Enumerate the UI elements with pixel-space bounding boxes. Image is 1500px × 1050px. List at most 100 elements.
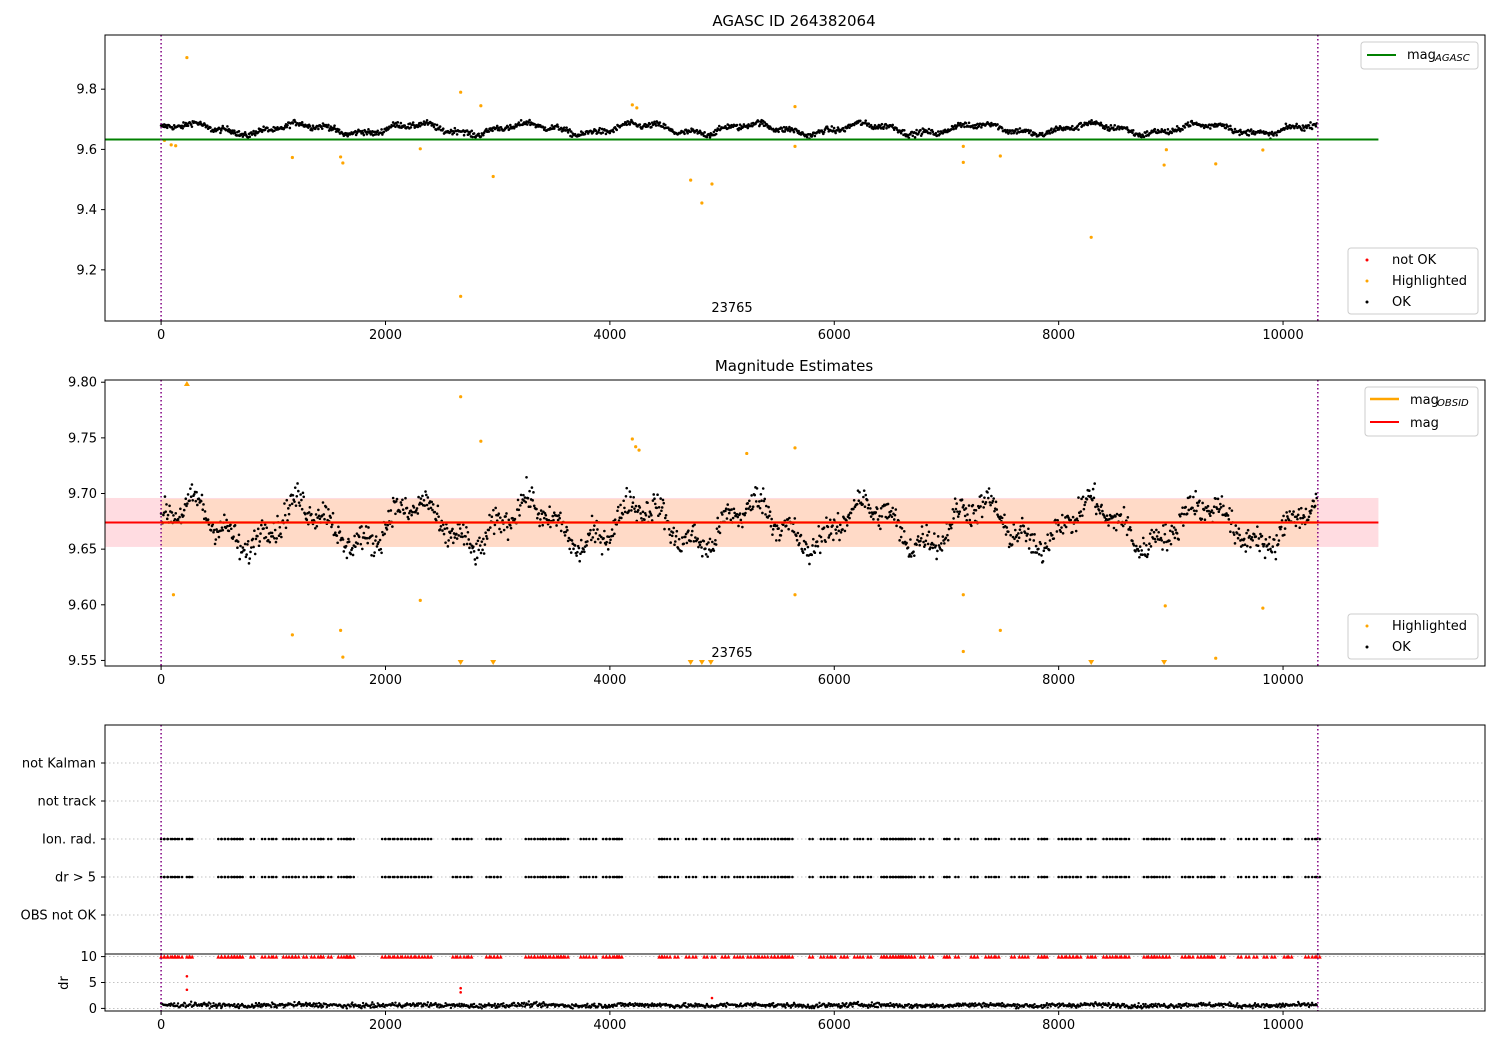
dr-ok-point: [879, 1005, 883, 1008]
magnitude-ok-point: [877, 524, 881, 527]
magnitude-ok-point: [987, 487, 991, 490]
agasc-ok-point: [374, 132, 378, 136]
magnitude-ok-point: [271, 535, 275, 538]
flag-point: [746, 837, 750, 841]
magnitude-ok-point: [1285, 511, 1288, 514]
magnitude-ok-point: [499, 530, 503, 534]
flag-point: [1262, 875, 1266, 879]
magnitude-ok-point: [1208, 512, 1211, 516]
agasc-ok-point: [441, 127, 445, 131]
magnitude-highlighted-point: [793, 593, 797, 597]
dr-ok-point: [193, 1003, 196, 1006]
agasc-ok-point: [920, 132, 924, 136]
dr-ok-point: [371, 1001, 374, 1004]
flag-point: [1023, 837, 1027, 841]
flag-point: [1026, 837, 1030, 841]
magnitude-ok-point: [895, 524, 898, 528]
magnitude-ok-point: [233, 524, 237, 527]
magnitude-ok-point: [1056, 519, 1059, 522]
agasc-ok-point: [1013, 130, 1017, 133]
agasc-ok-point: [938, 132, 942, 136]
magnitude-ok-point: [1146, 553, 1150, 556]
magnitude-ok-point: [451, 527, 454, 531]
obsid-legend-mag-subscript: OBSID: [1437, 398, 1469, 409]
magnitude-ok-point: [1054, 518, 1057, 522]
agasc-panel-x-axis: 0 2000 4000 6000 8000 10000: [157, 321, 1304, 343]
magnitude-ok-point: [359, 542, 363, 546]
magnitude-ok-point: [1246, 528, 1250, 532]
magnitude-ok-point: [724, 507, 728, 510]
agasc-ok-point: [1301, 124, 1305, 127]
flag-point: [994, 875, 998, 879]
agasc-ok-point: [707, 133, 711, 137]
dr-ok-point: [584, 1006, 588, 1009]
agasc-ok-point: [708, 135, 712, 139]
agasc-ok-point: [365, 132, 369, 136]
flag-point: [302, 875, 305, 879]
flag-point: [1223, 837, 1226, 841]
magnitude-ok-point: [274, 540, 278, 544]
magnitude-ok-point: [441, 523, 445, 526]
flag-point: [310, 875, 313, 879]
magnitude-ok-point: [532, 491, 535, 494]
magnitude-ok-point: [979, 505, 982, 508]
magnitude-ok-point: [958, 510, 962, 513]
magnitude-ok-point: [1228, 506, 1231, 510]
flag-point: [753, 837, 756, 841]
magnitude-ok-point: [599, 541, 602, 544]
magnitude-ok-point: [682, 542, 686, 546]
agasc-ok-point: [891, 123, 895, 127]
magnitude-ok-point: [677, 537, 681, 541]
agasc-ok-point: [1016, 128, 1019, 131]
agasc-ok-point: [482, 133, 485, 137]
flag-point: [1310, 875, 1314, 879]
magnitude-ok-point: [286, 519, 289, 522]
magnitude-ok-point: [925, 523, 928, 527]
flag-point: [1115, 875, 1119, 879]
dr-ok-point: [369, 1006, 372, 1009]
magnitude-ok-point: [1148, 542, 1151, 545]
magnitude-ok-point: [986, 491, 989, 494]
magnitude-ok-point: [793, 517, 797, 520]
magnitude-ok-point: [989, 503, 992, 507]
flag-point: [1191, 875, 1195, 879]
flag-point: [260, 837, 264, 841]
dr-ok-point: [837, 1002, 840, 1006]
magnitude-ok-point: [712, 549, 716, 552]
magnitude-highlighted-point: [479, 439, 483, 443]
magnitude-y-tick-label-3: 9.70: [68, 487, 97, 502]
flag-point: [417, 875, 421, 879]
magnitude-ok-point: [291, 493, 295, 497]
magnitude-ok-point: [1149, 545, 1153, 548]
agasc-ok-point: [1104, 123, 1108, 127]
magnitude-ok-point: [313, 526, 317, 530]
agasc-ok-point: [334, 127, 337, 131]
dr-ok-point: [189, 1003, 192, 1006]
magnitude-ok-point: [551, 514, 555, 518]
magnitude-ok-point: [1263, 556, 1267, 560]
magnitude-ok-point: [1019, 524, 1022, 528]
agasc-x-tick-label-4: 8000: [1042, 328, 1075, 343]
magnitude-ok-point: [744, 511, 747, 515]
agasc-ok-point: [206, 124, 209, 127]
magnitude-ok-point: [436, 504, 440, 508]
magnitude-ok-point: [1306, 518, 1310, 522]
flag-point: [1013, 837, 1016, 841]
flag-point: [1168, 875, 1171, 879]
flag-point: [910, 875, 913, 879]
magnitude-ok-point: [733, 511, 736, 515]
agasc-ok-point: [433, 123, 437, 126]
magnitude-ok-point: [335, 534, 339, 537]
magnitude-ok-point: [240, 550, 244, 554]
magnitude-ok-point: [1078, 514, 1082, 518]
magnitude-ok-point: [336, 541, 339, 545]
magnitude-ok-point: [1246, 544, 1249, 548]
flag-point: [530, 837, 533, 841]
magnitude-ok-point: [774, 539, 778, 542]
magnitude-ok-point: [878, 514, 881, 518]
flag-point: [788, 837, 791, 841]
dr-ok-point: [523, 1001, 526, 1005]
magnitude-highlighted-point: [961, 593, 965, 597]
flag-point: [1282, 837, 1286, 841]
magnitude-ok-point: [178, 515, 181, 519]
